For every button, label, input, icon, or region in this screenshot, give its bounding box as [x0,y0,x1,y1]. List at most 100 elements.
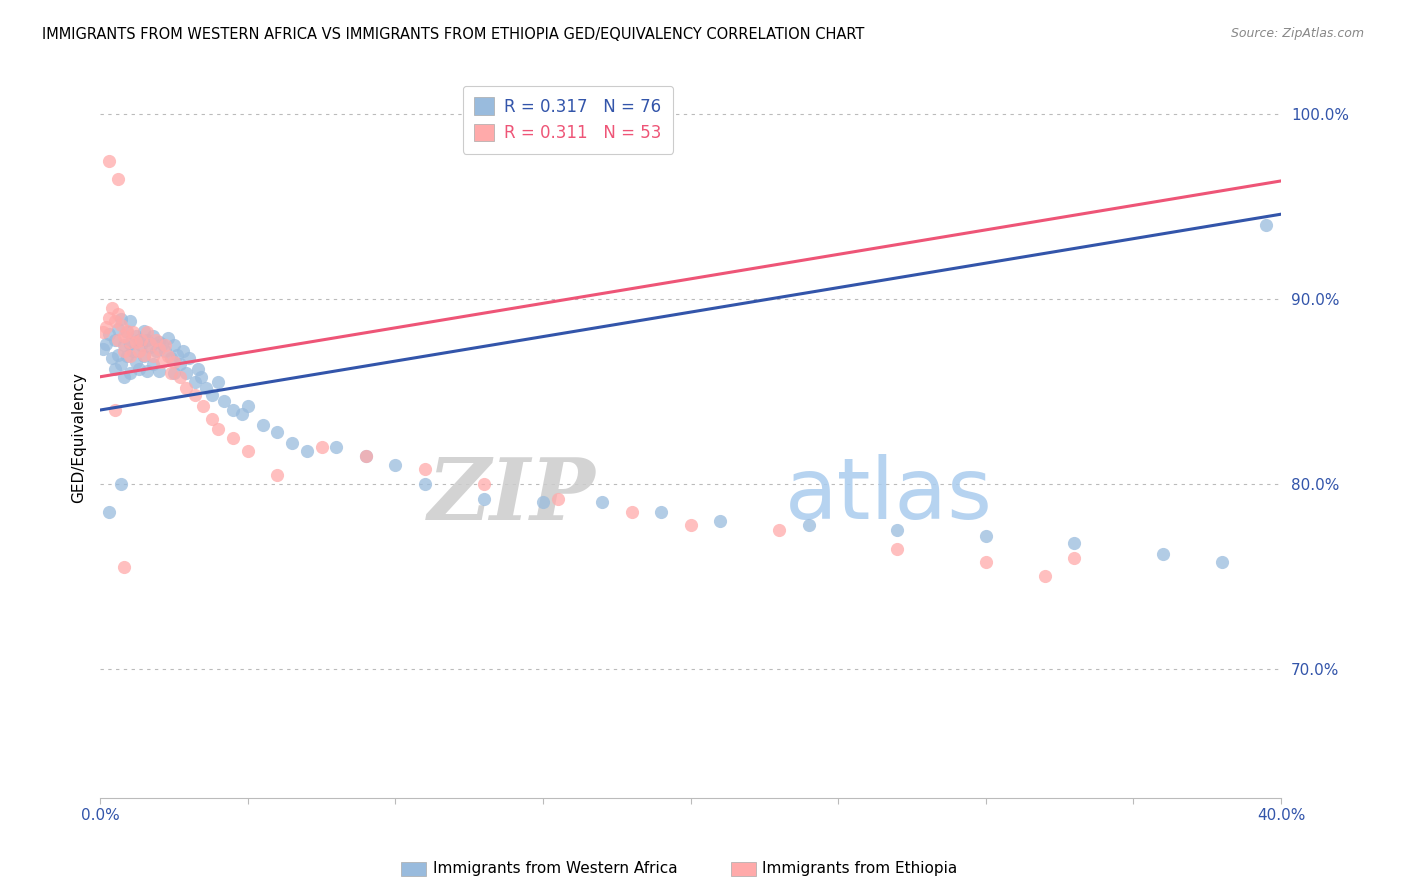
Point [1033,569,1056,583]
Point [886,541,908,556]
Point [172,343,194,358]
Point [107,333,129,347]
Point [107,322,129,336]
Point [98,310,121,325]
Point [91,342,114,356]
Point [325,440,347,454]
Point [974,529,997,543]
Point [174,381,197,395]
Point [183,388,205,402]
Point [112,338,135,352]
Point [121,343,143,358]
Point [136,364,159,378]
Point [115,350,138,364]
Point [150,336,173,351]
Point [136,326,159,340]
Point [104,403,127,417]
Point [160,351,183,366]
Point [163,355,186,369]
Point [193,400,215,414]
Point [1063,536,1085,550]
Point [222,403,245,417]
Point [157,331,180,345]
Point [134,348,156,362]
Point [142,350,165,364]
Point [104,314,127,328]
Point [169,369,191,384]
Point [124,334,146,349]
Point [201,412,224,426]
Point [472,491,495,506]
Point [547,491,569,506]
Point [169,357,191,371]
Point [98,153,121,168]
Point [104,333,127,347]
Point [236,443,259,458]
Point [413,462,436,476]
Point [266,467,288,482]
Y-axis label: GED/Equivalency: GED/Equivalency [72,372,86,503]
Point [354,449,377,463]
Point [295,443,318,458]
Point [124,329,146,343]
Point [139,336,162,351]
Point [131,333,153,347]
Point [281,436,304,450]
Point [115,326,138,340]
Point [94,319,117,334]
Point [531,495,554,509]
Point [110,318,132,332]
Point [190,369,212,384]
Point [157,350,180,364]
Point [118,336,141,351]
Point [709,514,731,528]
Text: Source: ZipAtlas.com: Source: ZipAtlas.com [1230,27,1364,40]
Point [354,449,377,463]
Point [177,351,200,366]
Point [110,312,132,326]
Point [124,355,146,369]
Point [107,172,129,186]
Point [112,329,135,343]
Point [121,326,143,340]
Point [118,366,141,380]
Point [160,366,183,380]
Point [107,348,129,362]
Point [145,333,167,347]
Point [104,362,127,376]
Text: Immigrants from Ethiopia: Immigrants from Ethiopia [762,862,957,876]
Point [187,362,209,376]
Point [148,334,170,349]
Point [174,366,197,380]
Point [118,314,141,328]
Point [101,301,124,316]
Point [1211,555,1233,569]
Point [650,505,672,519]
Point [1256,219,1278,233]
Point [222,431,245,445]
Point [797,517,820,532]
Point [94,336,117,351]
Point [110,477,132,491]
Point [148,342,170,356]
Point [1152,547,1174,561]
Point [128,343,150,358]
Point [91,326,114,340]
Point [1063,550,1085,565]
Point [413,477,436,491]
Point [142,357,165,371]
Point [115,324,138,338]
Point [183,376,205,390]
Point [107,307,129,321]
Point [679,517,702,532]
Point [886,523,908,537]
Text: atlas: atlas [785,454,993,537]
Point [201,388,224,402]
Point [145,343,167,358]
Point [311,440,333,454]
Point [212,393,235,408]
Point [153,343,176,358]
Point [128,362,150,376]
Point [142,329,165,343]
Point [98,505,121,519]
